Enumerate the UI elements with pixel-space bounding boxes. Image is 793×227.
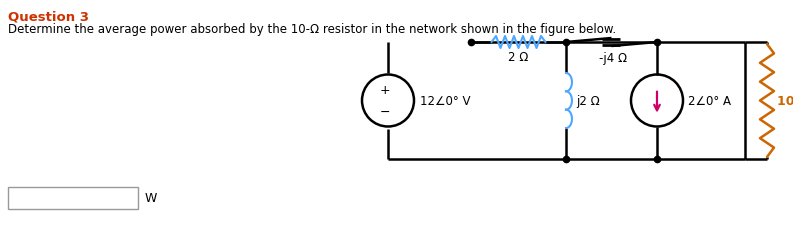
Text: −: − (380, 106, 390, 118)
Text: 12∠0° V: 12∠0° V (420, 95, 470, 108)
Text: Determine the average power absorbed by the 10-Ω resistor in the network shown i: Determine the average power absorbed by … (8, 23, 616, 36)
Text: j2 Ω: j2 Ω (576, 95, 600, 108)
FancyBboxPatch shape (8, 187, 138, 209)
Text: 2∠0° A: 2∠0° A (688, 95, 731, 108)
Text: 10 Ω: 10 Ω (777, 95, 793, 108)
Text: W: W (145, 192, 157, 205)
Text: 2 Ω: 2 Ω (508, 51, 529, 64)
Text: +: + (380, 84, 390, 97)
Text: -j4 Ω: -j4 Ω (600, 52, 627, 65)
Text: Question 3: Question 3 (8, 10, 89, 23)
